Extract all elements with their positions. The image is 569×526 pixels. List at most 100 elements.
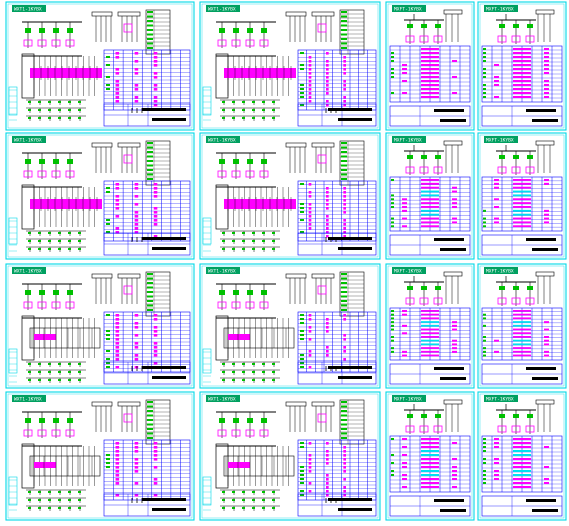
sheet-label-badge: MXFT-1KYBX: [484, 5, 518, 13]
breaker-symbol: [53, 159, 59, 164]
breaker-symbol: [25, 28, 31, 33]
breaker-symbol: [39, 290, 45, 295]
sheet-label: WXT1-1KYBX: [14, 397, 42, 403]
contactor-symbol: [245, 170, 255, 178]
contactor-symbol: [231, 170, 241, 178]
contactor-symbol: [217, 301, 227, 309]
terminal-table: [145, 140, 171, 186]
sheet-label: MXFT-1KYBX: [486, 269, 514, 275]
sheet-label: MXFT-1KYBX: [394, 269, 422, 275]
drawing-sheet: MXFT-1KYBX: [385, 132, 475, 260]
sheet-label: MXFT-1KYBX: [486, 397, 514, 403]
drawing-sheet: WXT1-1KYBX: [199, 391, 381, 521]
sheet-label: MXFT-1KYBX: [394, 397, 422, 403]
sheet-label: MXFT-1KYBX: [486, 138, 514, 144]
breaker-symbol: [261, 290, 267, 295]
contactor-symbol: [65, 301, 75, 309]
sheet-label-badge: WXT1-1KYBX: [12, 395, 46, 403]
breaker-symbol: [219, 159, 225, 164]
sheet-label: WXT1-1KYBX: [208, 138, 236, 144]
contactor-symbol: [245, 301, 255, 309]
contactor-symbol: [37, 170, 47, 178]
sheet-label-badge: MXFT-1KYBX: [392, 5, 426, 13]
contactor-symbol: [37, 301, 47, 309]
sheet-label-badge: MXFT-1KYBX: [484, 395, 518, 403]
breaker-symbol: [261, 418, 267, 423]
drawing-sheet: WXT1-1KYBX: [5, 1, 195, 131]
contactor-symbol: [51, 301, 61, 309]
breaker-symbol: [39, 159, 45, 164]
highlight-band: [224, 68, 296, 78]
breaker-symbol: [67, 28, 73, 33]
terminal-table: [145, 9, 171, 55]
drawing-sheet: WXT1-1KYBX: [5, 391, 195, 521]
contactor-symbol: [23, 429, 33, 437]
breaker-symbol: [53, 418, 59, 423]
contactor-symbol: [37, 39, 47, 47]
breaker-symbol: [233, 418, 239, 423]
contactor-symbol: [65, 429, 75, 437]
breaker-symbol: [233, 159, 239, 164]
sheet-label-badge: MXFT-1KYBX: [392, 395, 426, 403]
drawing-sheet: WXT1-1KYBX: [5, 132, 195, 260]
contactor-symbol: [245, 39, 255, 47]
highlight-band: [34, 334, 56, 340]
breaker-symbol: [39, 418, 45, 423]
sheet-label-badge: WXT1-1KYBX: [12, 5, 46, 13]
breaker-symbol: [247, 28, 253, 33]
breaker-symbol: [261, 159, 267, 164]
contactor-symbol: [259, 170, 269, 178]
contactor-symbol: [65, 39, 75, 47]
breaker-symbol: [261, 28, 267, 33]
contactor-symbol: [259, 301, 269, 309]
sheet-label-badge: WXT1-1KYBX: [12, 136, 46, 144]
highlight-band: [30, 68, 102, 78]
sheet-label-badge: WXT1-1KYBX: [206, 5, 240, 13]
terminal-table: [339, 271, 365, 317]
drawing-sheet: MXFT-1KYBX: [477, 263, 567, 389]
highlight-band: [224, 199, 296, 209]
contactor-symbol: [231, 429, 241, 437]
contactor-symbol: [231, 301, 241, 309]
breaker-symbol: [247, 159, 253, 164]
breaker-symbol: [53, 290, 59, 295]
drawing-sheet: MXFT-1KYBX: [477, 1, 567, 131]
contactor-symbol: [259, 39, 269, 47]
drawing-sheet: WXT1-1KYBX: [5, 263, 195, 389]
highlight-band: [30, 199, 102, 209]
breaker-symbol: [67, 159, 73, 164]
breaker-symbol: [25, 418, 31, 423]
terminal-table: [339, 9, 365, 55]
sheet-label: WXT1-1KYBX: [208, 7, 236, 13]
contactor-symbol: [217, 39, 227, 47]
contactor-symbol: [23, 39, 33, 47]
sheet-label: WXT1-1KYBX: [14, 7, 42, 13]
sheet-label: MXFT-1KYBX: [394, 7, 422, 13]
sheet-label: WXT1-1KYBX: [208, 397, 236, 403]
sheet-label-badge: MXFT-1KYBX: [484, 136, 518, 144]
terminal-table: [339, 399, 365, 445]
contactor-symbol: [259, 429, 269, 437]
breaker-symbol: [39, 28, 45, 33]
breaker-symbol: [67, 418, 73, 423]
drawing-sheet: WXT1-1KYBX: [199, 132, 381, 260]
breaker-symbol: [25, 159, 31, 164]
contactor-symbol: [51, 429, 61, 437]
sheet-label-badge: WXT1-1KYBX: [206, 395, 240, 403]
sheet-label: WXT1-1KYBX: [14, 269, 42, 275]
drawing-sheet: WXT1-1KYBX: [199, 263, 381, 389]
contactor-symbol: [51, 39, 61, 47]
sheet-label: MXFT-1KYBX: [486, 7, 514, 13]
contactor-symbol: [217, 170, 227, 178]
contactor-symbol: [51, 170, 61, 178]
contactor-symbol: [245, 429, 255, 437]
drawing-sheet: MXFT-1KYBX: [477, 132, 567, 260]
breaker-symbol: [247, 290, 253, 295]
contactor-symbol: [65, 170, 75, 178]
sheet-label-badge: WXT1-1KYBX: [206, 136, 240, 144]
highlight-band: [228, 462, 250, 468]
sheet-label: MXFT-1KYBX: [394, 138, 422, 144]
drawing-sheet: MXFT-1KYBX: [385, 263, 475, 389]
drawing-sheet: MXFT-1KYBX: [385, 1, 475, 131]
sheet-label: WXT1-1KYBX: [208, 269, 236, 275]
